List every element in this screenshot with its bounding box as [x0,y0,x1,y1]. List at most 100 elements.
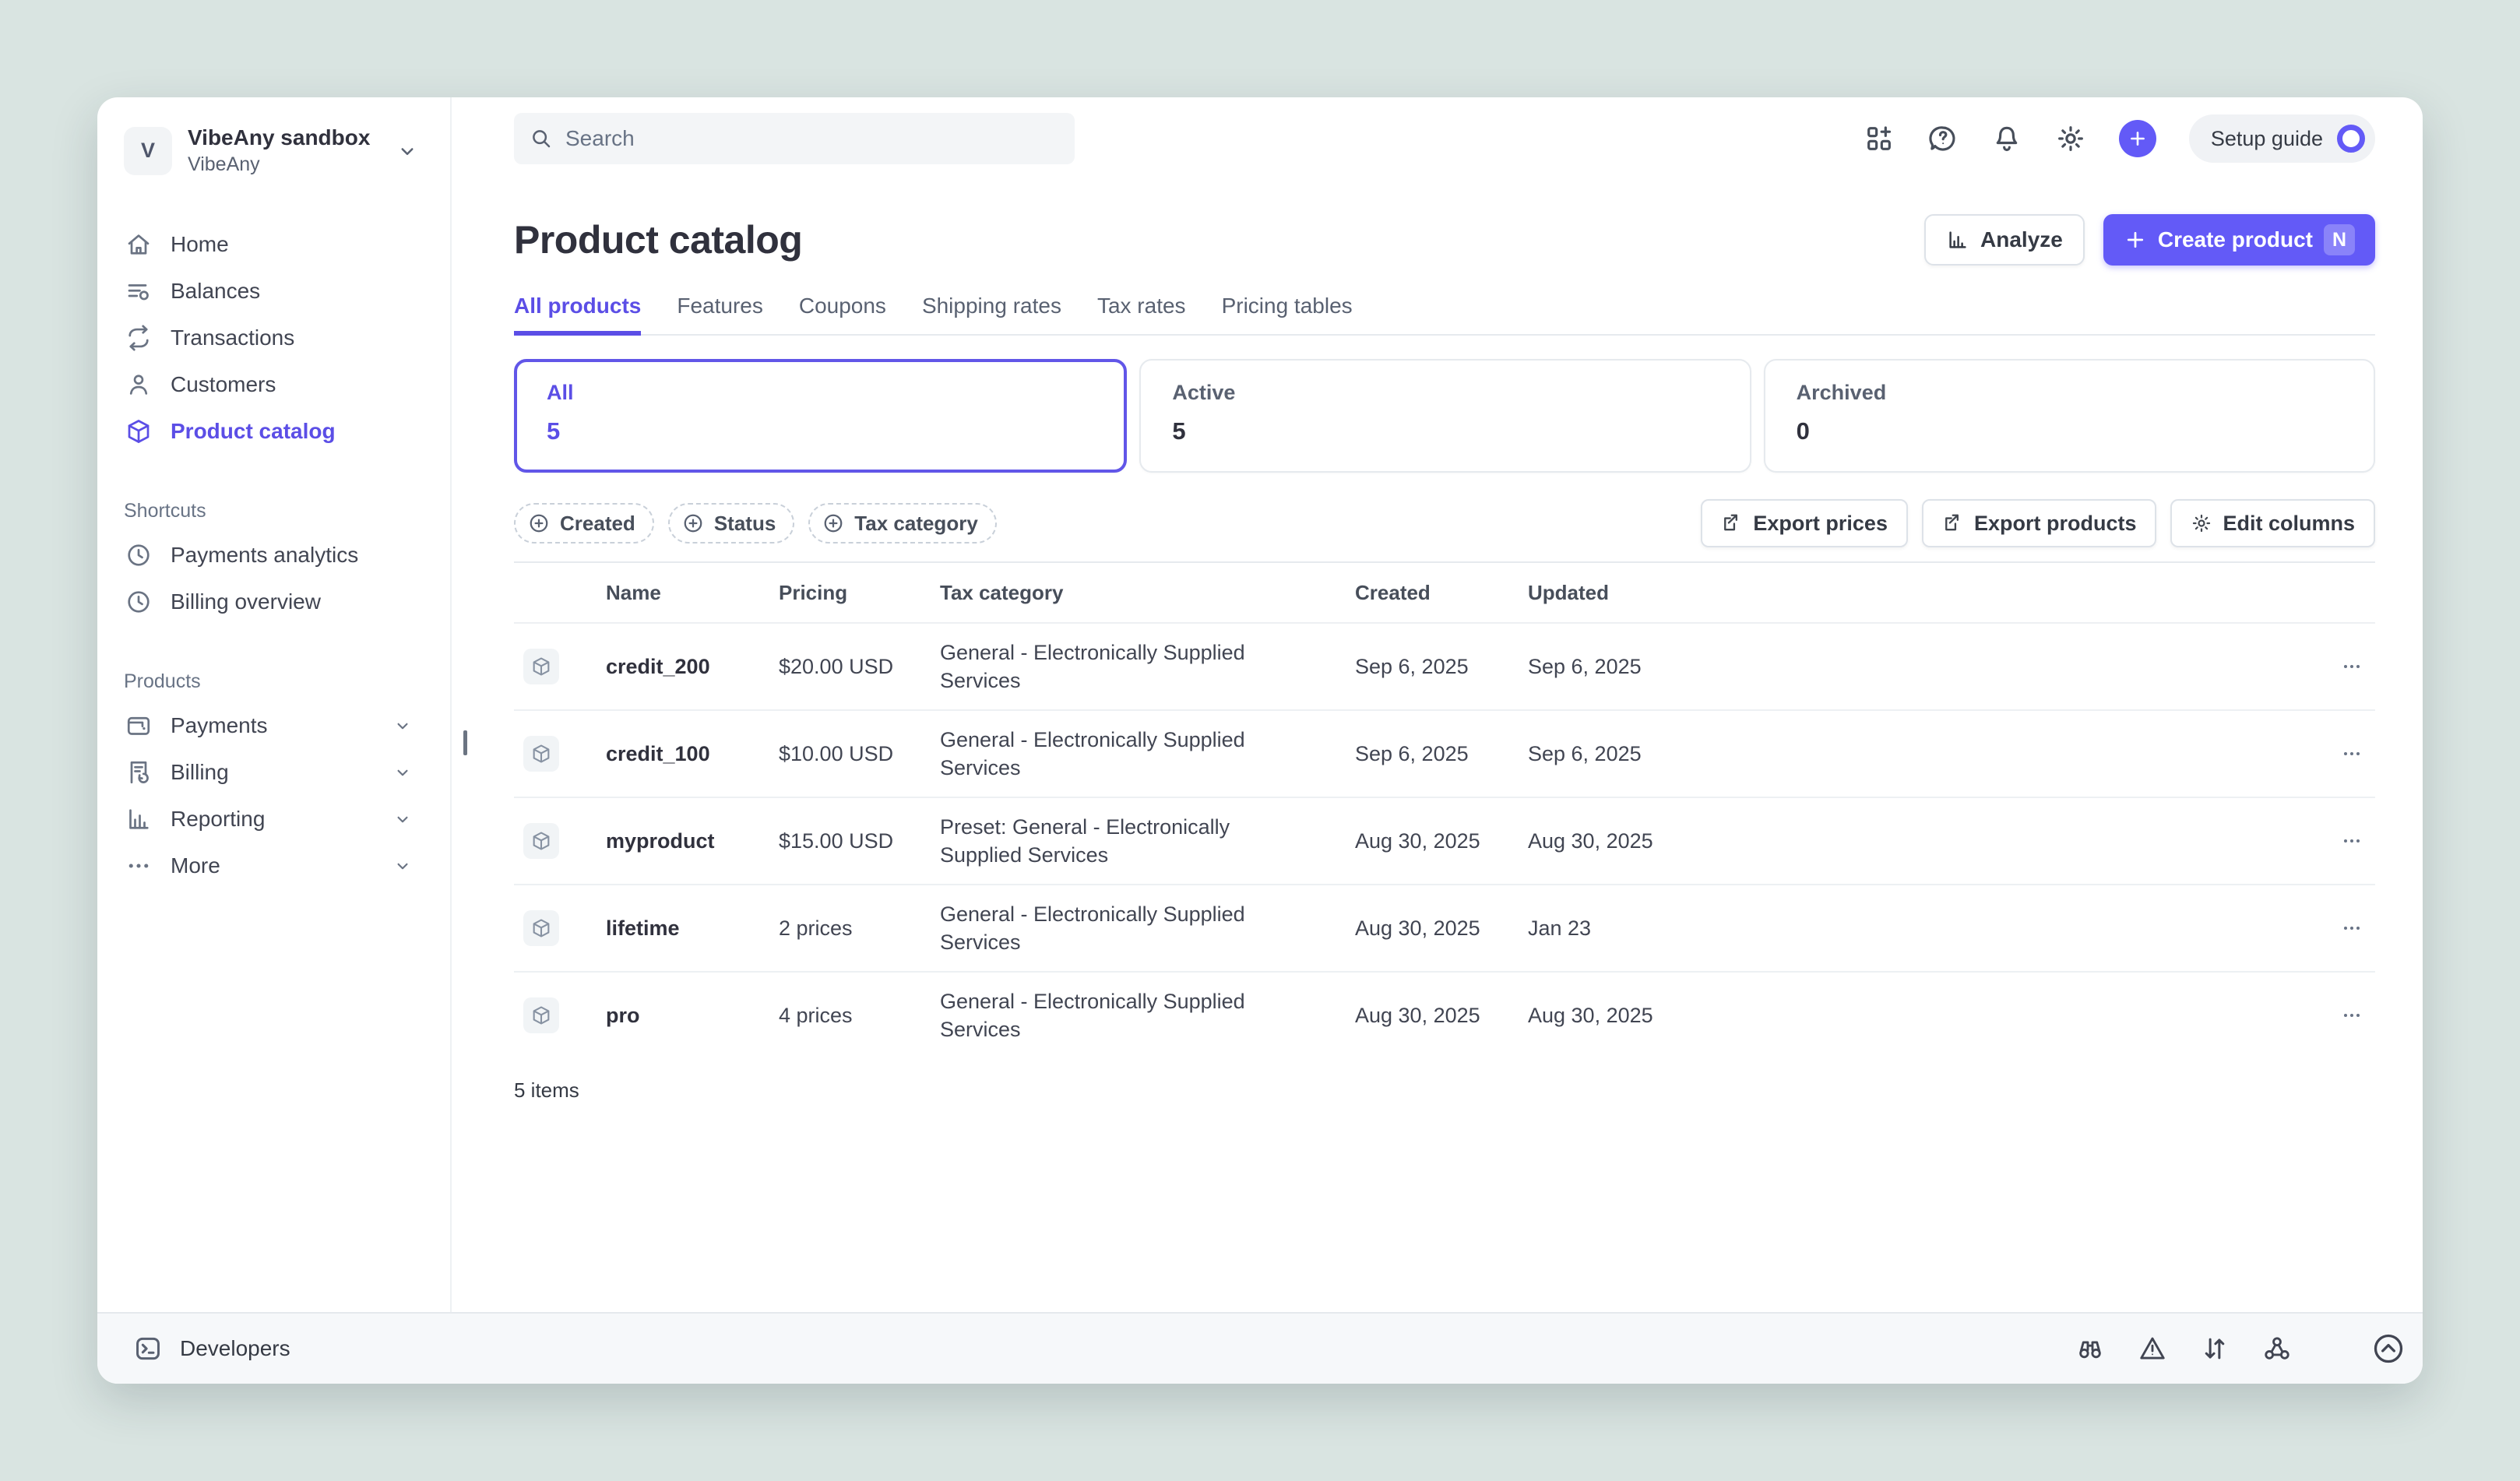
product-tax-category: General - Electronically Supplied Servic… [940,900,1355,957]
developers-button[interactable]: Developers [128,1333,295,1364]
export-prices-button[interactable]: Export prices [1701,499,1908,547]
setup-guide-button[interactable]: Setup guide [2189,114,2375,163]
summary-card-archived[interactable]: Archived 0 [1764,359,2375,473]
sidebar-item-billing-overview[interactable]: Billing overview [124,579,450,625]
sidebar-item-home[interactable]: Home [124,221,450,268]
sidebar-item-label: Balances [171,279,260,304]
product-pricing: $15.00 USD [779,829,940,853]
filter-status[interactable]: Status [668,503,794,544]
account-name: VibeAny sandbox [188,125,370,150]
collapse-icon[interactable] [2371,1331,2406,1366]
help-icon[interactable] [1927,123,1959,154]
card-value: 5 [1172,417,1749,445]
warning-icon[interactable] [2138,1334,2167,1363]
topbar: Setup guide [514,113,2375,164]
product-created: Sep 6, 2025 [1355,742,1528,766]
export-icon [1721,512,1743,534]
action-label: Export products [1974,512,2137,536]
app-window: V VibeAny sandbox VibeAny Home [97,97,2423,1384]
sort-arrows-icon[interactable] [2200,1334,2230,1363]
export-products-button[interactable]: Export products [1922,499,2157,547]
product-box-icon [523,649,559,684]
product-catalog-icon [124,417,153,446]
topbar-icons: Setup guide [1864,114,2375,163]
invoice-icon [124,758,153,787]
filter-tax-category[interactable]: Tax category [808,503,996,544]
edit-columns-button[interactable]: Edit columns [2170,499,2375,547]
avatar: V [124,127,172,175]
sidebar-item-payments[interactable]: Payments [124,702,450,749]
table-row[interactable]: myproduct $15.00 USD Preset: General - E… [514,797,2375,884]
column-header-name: Name [606,581,779,605]
keyboard-shortcut-badge: N [2324,224,2355,255]
search-input[interactable] [564,125,1059,152]
row-overflow-menu-icon[interactable] [2339,741,2364,766]
row-overflow-menu-icon[interactable] [2339,1003,2364,1028]
clock-icon [124,587,153,617]
sidebar: V VibeAny sandbox VibeAny Home [97,97,452,1312]
row-overflow-menu-icon[interactable] [2339,916,2364,941]
filter-created[interactable]: Created [514,503,654,544]
sidebar-item-billing[interactable]: Billing [124,749,450,796]
product-created: Aug 30, 2025 [1355,829,1528,853]
create-product-label: Create product [2158,227,2313,252]
sidebar-item-reporting[interactable]: Reporting [124,796,450,843]
tab-coupons[interactable]: Coupons [799,294,886,336]
column-header-updated: Updated [1528,581,2321,605]
sidebar-section-shortcuts: Shortcuts [124,500,450,522]
create-product-button[interactable]: Create product N [2103,214,2375,266]
product-updated: Sep 6, 2025 [1528,742,2321,766]
sidebar-nav: Home Balances Transactions [124,221,450,455]
row-overflow-menu-icon[interactable] [2339,654,2364,679]
webhook-icon[interactable] [2262,1334,2292,1363]
summary-card-all[interactable]: All 5 [514,359,1127,473]
sidebar-item-transactions[interactable]: Transactions [124,315,450,361]
product-updated: Jan 23 [1528,916,2321,941]
settings-gear-icon[interactable] [2055,123,2086,154]
sidebar-item-label: Transactions [171,325,294,350]
summary-cards: All 5 Active 5 Archived 0 [514,359,2375,473]
sidebar-item-label: Billing [171,760,229,785]
apps-grid-plus-icon[interactable] [1864,123,1895,154]
tab-shipping-rates[interactable]: Shipping rates [922,294,1061,336]
product-updated: Aug 30, 2025 [1528,1004,2321,1028]
table-row[interactable]: credit_100 $10.00 USD General - Electron… [514,709,2375,797]
analyze-label: Analyze [1980,227,2063,252]
account-org: VibeAny [188,153,370,176]
account-switcher[interactable]: V VibeAny sandbox VibeAny [124,125,450,176]
notifications-bell-icon[interactable] [1991,123,2022,154]
create-plus-icon[interactable] [2119,120,2156,157]
binoculars-icon[interactable] [2075,1334,2105,1363]
balances-icon [124,276,153,306]
sidebar-item-balances[interactable]: Balances [124,268,450,315]
sidebar-item-more[interactable]: More [124,843,450,889]
terminal-icon [133,1334,163,1363]
row-overflow-menu-icon[interactable] [2339,828,2364,853]
sidebar-item-customers[interactable]: Customers [124,361,450,408]
sidebar-item-label: Reporting [171,807,265,832]
sidebar-item-payments-analytics[interactable]: Payments analytics [124,532,450,579]
product-updated: Aug 30, 2025 [1528,829,2321,853]
export-icon [1942,512,1964,534]
action-label: Edit columns [2223,512,2355,536]
product-created: Aug 30, 2025 [1355,916,1528,941]
search-box[interactable] [514,113,1075,164]
table-row[interactable]: pro 4 prices General - Electronically Su… [514,971,2375,1058]
table-row[interactable]: credit_200 $20.00 USD General - Electron… [514,622,2375,709]
chevron-down-icon [392,762,413,783]
filter-label: Created [560,512,635,536]
filter-chips: Created Status Tax category [514,503,997,544]
table-row[interactable]: lifetime 2 prices General - Electronical… [514,884,2375,971]
analyze-button[interactable]: Analyze [1924,214,2085,266]
column-header-created: Created [1355,581,1528,605]
tab-tax-rates[interactable]: Tax rates [1097,294,1186,336]
main-content: Setup guide Product catalog Analyze [452,97,2423,1312]
summary-card-active[interactable]: Active 5 [1139,359,1751,473]
plus-circle-icon [527,512,551,535]
tab-all-products[interactable]: All products [514,294,641,336]
filter-row: Created Status Tax category [514,499,2375,547]
sidebar-item-product-catalog[interactable]: Product catalog [124,408,450,455]
page-title: Product catalog [514,217,802,262]
tab-features[interactable]: Features [677,294,763,336]
tab-pricing-tables[interactable]: Pricing tables [1222,294,1353,336]
